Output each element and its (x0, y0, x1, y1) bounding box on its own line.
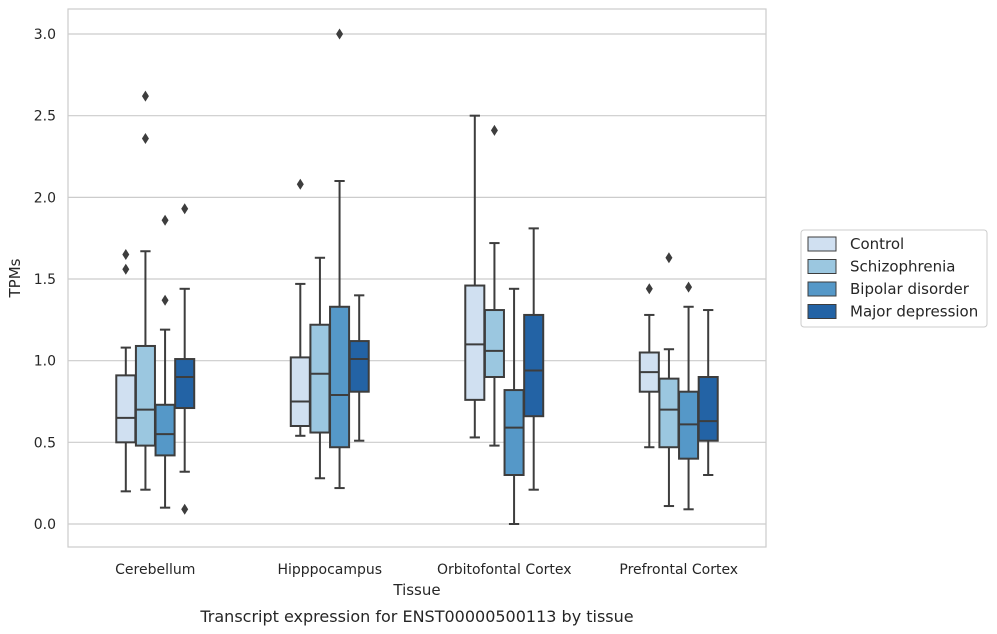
box (697, 376, 719, 442)
legend-swatch (807, 236, 837, 252)
outlier-point (122, 263, 130, 275)
y-tick-label: 0.5 (34, 435, 56, 451)
outlier-point (181, 203, 189, 215)
x-tick-label: Hipppocampus (277, 562, 382, 578)
outlier-point (490, 124, 498, 136)
outlier-point (685, 281, 693, 293)
legend-label: Control (850, 235, 904, 253)
outlier-point (181, 503, 189, 515)
series-bipolar-disorder (154, 28, 700, 525)
y-axis-ticks: 0.0 0.5 1.0 1.5 2.0 2.5 3.0 (34, 27, 56, 533)
y-tick-label: 0.0 (34, 517, 56, 533)
outlier-point (141, 133, 149, 145)
legend-label: Major depression (850, 303, 978, 321)
box (134, 344, 156, 447)
x-tick-label: Orbitofontal Cortex (437, 562, 572, 578)
series-major-depression (174, 203, 719, 515)
box (289, 356, 311, 428)
box (483, 309, 505, 379)
x-tick-label: Cerebellum (115, 562, 195, 578)
outlier-point (336, 28, 344, 40)
y-tick-label: 2.5 (34, 109, 56, 125)
legend-frame (800, 229, 988, 328)
series-schizophrenia (134, 90, 680, 508)
x-tick-label: Prefrontal Cortex (619, 562, 738, 578)
plot-frame (67, 8, 767, 548)
box (329, 305, 351, 449)
legend-swatch (807, 281, 837, 297)
y-tick-label: 1.5 (34, 272, 56, 288)
y-tick-label: 1.0 (34, 354, 56, 370)
legend-swatch (807, 259, 837, 274)
box (658, 377, 680, 449)
figure-caption: Transcript expression for ENST0000050011… (199, 607, 633, 626)
y-tick-label: 3.0 (34, 27, 56, 43)
outlier-point (645, 283, 653, 295)
outlier-point (665, 252, 673, 264)
box (154, 403, 176, 457)
y-axis-label: TPMs (6, 258, 24, 298)
box-plot-series (115, 28, 719, 525)
outlier-point (161, 214, 169, 226)
box (503, 389, 525, 477)
y-tick-label: 2.0 (34, 190, 56, 206)
x-axis-label: Tissue (392, 581, 440, 599)
outlier-point (161, 294, 169, 306)
box (523, 313, 545, 418)
box (309, 323, 331, 434)
outlier-point (141, 90, 149, 102)
legend-label: Schizophrenia (850, 258, 955, 276)
series-control (115, 114, 660, 493)
outlier-point (122, 249, 130, 261)
box (174, 358, 196, 410)
box (115, 374, 137, 444)
legend-swatch (807, 304, 837, 319)
box (464, 284, 486, 401)
box (348, 340, 370, 393)
outlier-point (296, 178, 304, 190)
legend: Control Schizophrenia Bipolar disorder Majo… (800, 229, 988, 328)
x-axis-ticks: Cerebellum Hipppocampus Orbitofontal Corte… (115, 562, 738, 578)
legend-label: Bipolar disorder (850, 280, 970, 298)
